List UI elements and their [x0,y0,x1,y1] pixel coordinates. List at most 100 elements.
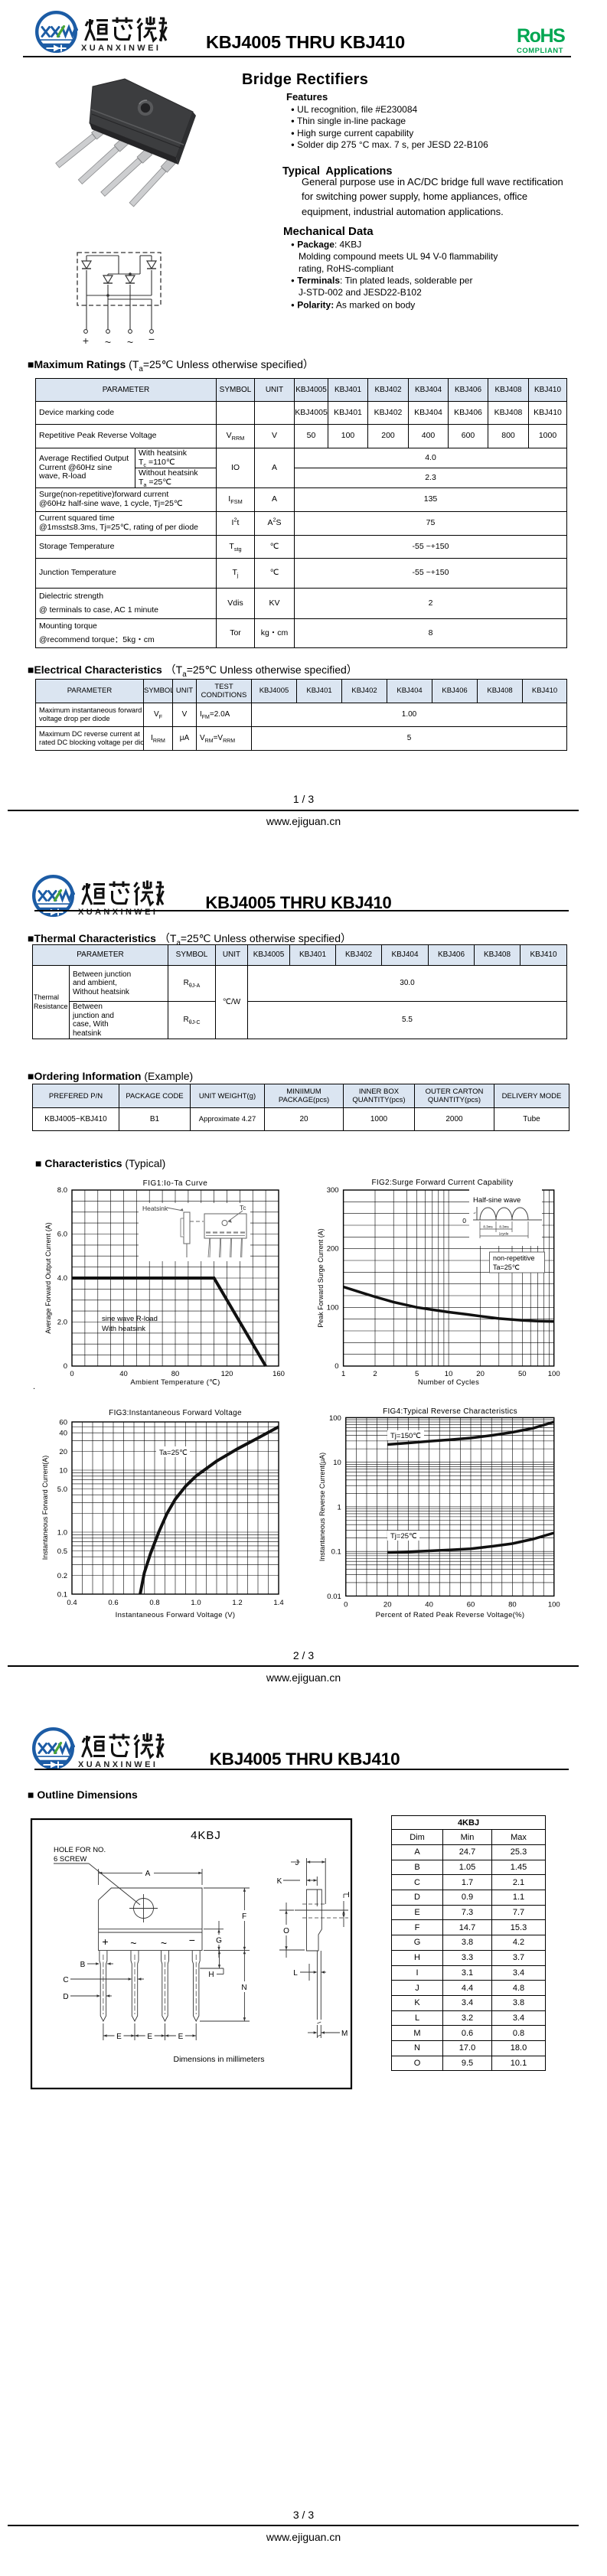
svg-text:~: ~ [161,1937,167,1949]
svg-text:100: 100 [327,1303,339,1312]
svg-text:50: 50 [518,1370,527,1378]
svg-text:HOLE FOR NO.: HOLE FOR NO. [54,1846,106,1854]
svg-text:L: L [293,1969,298,1978]
svg-text:60: 60 [467,1601,475,1609]
svg-text:4.0: 4.0 [57,1274,67,1283]
svg-text:200: 200 [327,1245,339,1254]
svg-text:Heatsink: Heatsink [142,1205,168,1212]
svg-text:Average Forward Output Current: Average Forward Output Current (A) [44,1222,52,1333]
svg-text:Ta=25℃: Ta=25℃ [493,1264,520,1271]
svg-text:0: 0 [70,1370,73,1378]
svg-text:FIG3:Instantaneous Forward Vol: FIG3:Instantaneous Forward Voltage [109,1409,242,1417]
svg-text:80: 80 [171,1370,180,1378]
svg-text:N: N [241,1984,246,1992]
svg-text:−: − [189,1934,195,1946]
svg-text:B: B [80,1961,86,1969]
svg-text:I₁: I₁ [472,1211,476,1214]
svg-text:0.2: 0.2 [57,1572,67,1580]
svg-text:+: + [102,1935,108,1948]
svg-text:1.0: 1.0 [57,1529,67,1537]
svg-text:sine wave R-load: sine wave R-load [102,1315,158,1323]
svg-text:80: 80 [508,1601,517,1609]
svg-text:20: 20 [59,1448,67,1456]
svg-text:0: 0 [335,1362,338,1371]
svg-text:60: 60 [59,1419,67,1427]
svg-text:~: ~ [130,1937,136,1949]
svg-text:8.0: 8.0 [57,1186,67,1195]
svg-text:0.6: 0.6 [108,1599,118,1607]
svg-text:10: 10 [59,1467,67,1475]
svg-text:~: ~ [105,336,111,348]
svg-text:100: 100 [548,1601,560,1609]
svg-text:Ta=25℃: Ta=25℃ [159,1449,188,1457]
svg-text:6 SCREW: 6 SCREW [54,1855,86,1864]
svg-text:2: 2 [373,1370,377,1378]
svg-text:10: 10 [445,1370,453,1378]
svg-text:M: M [341,2030,348,2038]
svg-text:0: 0 [344,1601,348,1609]
svg-text:8.3ms: 8.3ms [483,1225,493,1229]
svg-text:E: E [147,2033,152,2041]
svg-text:4KBJ: 4KBJ [191,1829,221,1842]
svg-text:0: 0 [64,1362,67,1371]
svg-text:Number of Cycles: Number of Cycles [418,1378,479,1387]
svg-text:0.8: 0.8 [149,1599,159,1607]
svg-text:8.3ms: 8.3ms [499,1225,509,1229]
svg-text:5.0: 5.0 [57,1485,67,1494]
svg-text:Peak Forward Surge Current (A): Peak Forward Surge Current (A) [317,1228,325,1328]
svg-text:2.0: 2.0 [57,1319,67,1327]
svg-text:20: 20 [383,1601,392,1609]
svg-text:0.1: 0.1 [331,1548,341,1557]
svg-text:K: K [277,1877,282,1886]
svg-text:160: 160 [272,1370,285,1378]
svg-text:1: 1 [338,1503,341,1511]
svg-text:F: F [242,1912,246,1921]
svg-text:0.01: 0.01 [327,1593,341,1601]
svg-text:E: E [116,2033,122,2041]
svg-text:6.0: 6.0 [57,1231,67,1239]
svg-text:40: 40 [119,1370,128,1378]
svg-text:Tc: Tc [240,1204,246,1211]
svg-text:120: 120 [221,1370,233,1378]
svg-text:Ambient Temperature (℃): Ambient Temperature (℃) [130,1378,220,1387]
svg-text:10: 10 [333,1459,341,1467]
svg-text:FIG1:Io-Ta Curve: FIG1:Io-Ta Curve [143,1179,208,1188]
svg-text:Instantaneous Reverse Current(: Instantaneous Reverse Current(μA) [318,1453,326,1561]
svg-text:Half-sine wave: Half-sine wave [473,1196,521,1205]
svg-text:1: 1 [341,1370,345,1378]
svg-text:1.2: 1.2 [232,1599,242,1607]
svg-text:5: 5 [415,1370,419,1378]
svg-text:With heatsink: With heatsink [102,1325,145,1333]
svg-text:100: 100 [329,1414,341,1423]
svg-text:Percent of Rated Peak Reverse: Percent of Rated Peak Reverse Voltage(%) [376,1611,525,1619]
svg-text:J: J [295,1859,299,1867]
svg-text:1cycle: 1cycle [499,1232,509,1236]
svg-text:H: H [208,1971,214,1979]
svg-text:40: 40 [59,1430,67,1438]
svg-text:0.1: 0.1 [57,1591,67,1599]
svg-text:Dimensions in millimeters: Dimensions in millimeters [173,2055,264,2064]
svg-text:40: 40 [425,1601,433,1609]
svg-text:O: O [283,1927,289,1935]
svg-text:C: C [63,1976,68,1984]
svg-text:Tj=25℃: Tj=25℃ [390,1532,417,1541]
svg-text:FIG2:Surge Forward Current Cap: FIG2:Surge Forward Current Capability [371,1179,513,1187]
svg-text:0.4: 0.4 [67,1599,77,1607]
svg-text:1.0: 1.0 [191,1599,201,1607]
svg-text:non-repetitive: non-repetitive [493,1254,535,1262]
svg-text:Tj=150℃: Tj=150℃ [390,1432,421,1440]
svg-text:100: 100 [548,1370,560,1378]
svg-text:+: + [83,334,89,347]
svg-text:0: 0 [462,1217,466,1224]
svg-text:A: A [145,1870,151,1878]
svg-text:G: G [216,1937,222,1945]
svg-text:~: ~ [127,336,133,348]
svg-text:I: I [348,1891,350,1899]
svg-text:Instantaneous Forward Current(: Instantaneous Forward Current(A) [41,1456,49,1560]
svg-text:300: 300 [327,1186,339,1195]
svg-text:D: D [63,1993,68,2001]
svg-text:1.4: 1.4 [273,1599,283,1607]
svg-text:E: E [178,2033,184,2041]
svg-text:0.5: 0.5 [57,1547,67,1556]
svg-text:−: − [148,333,155,345]
